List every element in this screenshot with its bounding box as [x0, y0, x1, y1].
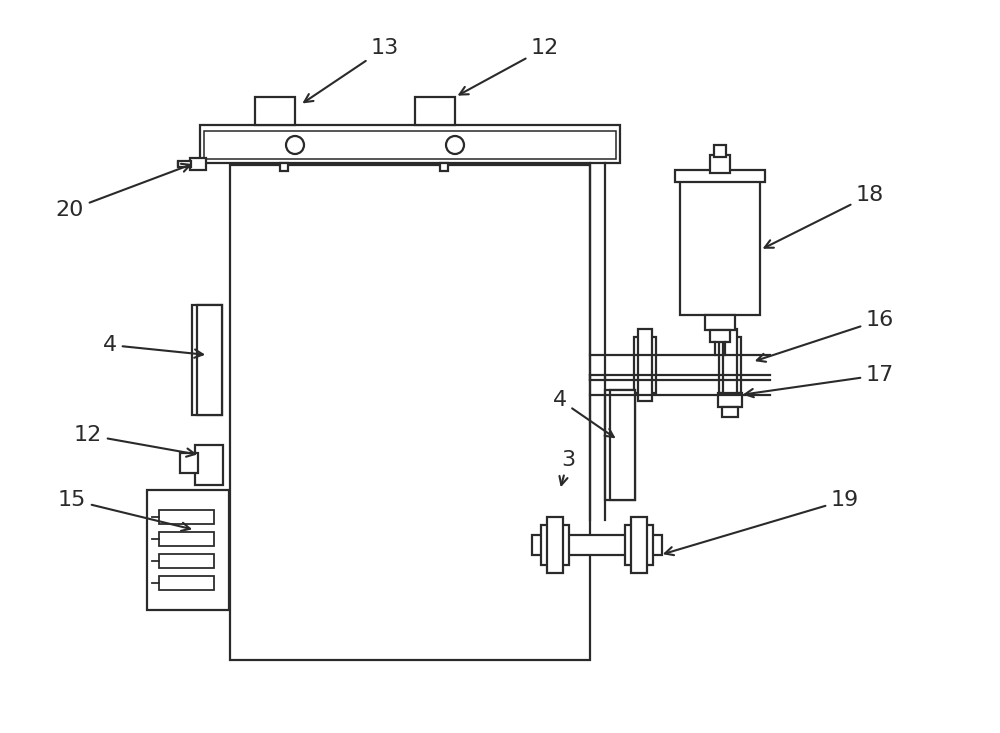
Bar — [178, 161, 191, 167]
Bar — [180, 453, 198, 473]
Bar — [625, 525, 653, 565]
Bar — [631, 517, 647, 573]
Bar — [719, 337, 741, 393]
Text: 3: 3 — [559, 450, 575, 485]
Bar — [147, 490, 229, 610]
Text: 12: 12 — [459, 38, 559, 95]
Bar — [159, 576, 214, 590]
Bar — [634, 337, 656, 393]
Bar — [675, 170, 765, 182]
Bar — [255, 97, 295, 125]
Bar — [159, 554, 214, 568]
Bar — [192, 305, 222, 415]
Bar — [280, 163, 288, 171]
Bar — [547, 517, 563, 573]
Circle shape — [286, 136, 304, 154]
Bar — [722, 407, 738, 417]
Bar — [204, 131, 616, 159]
Bar — [705, 315, 735, 330]
Bar — [680, 175, 760, 315]
Text: 15: 15 — [58, 490, 190, 531]
Bar — [159, 532, 214, 546]
Bar — [710, 155, 730, 173]
Bar — [638, 329, 652, 401]
Bar — [190, 158, 206, 170]
Bar — [195, 445, 223, 485]
Bar — [541, 525, 569, 565]
Text: 19: 19 — [665, 490, 859, 555]
Text: 4: 4 — [553, 390, 614, 437]
Bar — [159, 510, 214, 524]
Bar — [200, 125, 620, 163]
Text: 16: 16 — [757, 310, 894, 362]
Bar — [723, 329, 737, 401]
Text: 13: 13 — [304, 38, 399, 102]
Bar — [718, 393, 742, 407]
Bar — [610, 390, 635, 500]
Bar — [605, 390, 635, 500]
Text: 4: 4 — [103, 335, 203, 358]
Bar — [714, 145, 726, 157]
Bar — [440, 163, 448, 171]
Text: 17: 17 — [745, 365, 894, 397]
Text: 20: 20 — [56, 164, 190, 220]
Bar — [230, 165, 590, 660]
Bar — [710, 330, 730, 342]
Text: 18: 18 — [765, 185, 884, 248]
Circle shape — [446, 136, 464, 154]
Bar — [532, 535, 662, 555]
Bar — [415, 97, 455, 125]
Text: 12: 12 — [74, 425, 195, 457]
Bar — [197, 305, 222, 415]
